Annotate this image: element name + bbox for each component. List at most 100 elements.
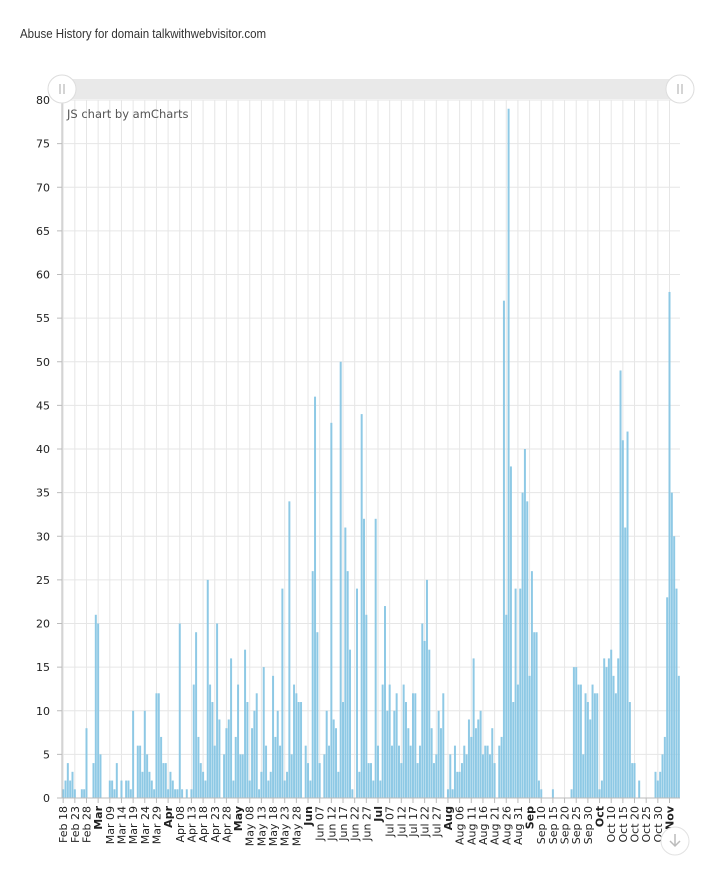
bar[interactable] [472,658,475,798]
chart-scrollbar[interactable] [47,74,695,104]
bar[interactable] [614,693,617,798]
bar[interactable] [195,632,198,798]
bar[interactable] [432,763,435,798]
bar[interactable] [423,640,426,798]
bar[interactable] [211,702,214,798]
bar[interactable] [239,754,242,798]
bar[interactable] [197,736,200,798]
bar[interactable] [216,623,219,799]
bar[interactable] [388,684,391,798]
bar[interactable] [402,684,405,798]
bar[interactable] [178,623,181,799]
bar[interactable] [155,693,158,798]
bar[interactable] [300,702,303,798]
bar[interactable] [530,571,533,798]
bar[interactable] [551,789,554,798]
bar[interactable] [360,414,363,798]
bar[interactable] [673,536,676,798]
bar[interactable] [428,649,431,798]
bar[interactable] [537,780,540,798]
bar[interactable] [670,492,673,798]
bar[interactable] [621,440,624,798]
bar[interactable] [484,745,487,798]
bar[interactable] [367,763,370,798]
bar[interactable] [337,771,340,798]
bar[interactable] [139,745,142,798]
bar[interactable] [94,614,97,798]
bar[interactable] [251,728,254,798]
bar[interactable] [451,789,454,798]
bar[interactable] [167,789,170,798]
bar[interactable] [230,658,233,798]
bar[interactable] [143,710,146,798]
bar[interactable] [288,501,291,798]
bar[interactable] [397,745,400,798]
bar[interactable] [481,754,484,798]
bar[interactable] [351,789,354,798]
bar[interactable] [425,579,428,798]
bar[interactable] [628,702,631,798]
bar[interactable] [199,763,202,798]
bar[interactable] [339,361,342,798]
bar[interactable] [344,527,347,798]
bar[interactable] [120,780,123,798]
scrollbar-grip-left[interactable] [47,74,77,104]
bar[interactable] [453,745,456,798]
bar[interactable] [509,466,512,798]
bar[interactable] [164,763,167,798]
bar[interactable] [411,693,414,798]
bar[interactable] [279,745,282,798]
bar[interactable] [113,789,116,798]
bar[interactable] [190,789,193,798]
bar[interactable] [600,780,603,798]
bar[interactable] [374,518,377,798]
bar[interactable] [129,789,132,798]
bar[interactable] [223,754,226,798]
bar[interactable] [255,693,258,798]
bar[interactable] [160,736,163,798]
bar[interactable] [605,667,608,798]
bar[interactable] [386,710,389,798]
bar[interactable] [192,684,195,798]
bar[interactable] [258,789,261,798]
bar[interactable] [297,702,300,798]
bar[interactable] [71,771,74,798]
bar[interactable] [174,789,177,798]
bar[interactable] [265,745,268,798]
bar[interactable] [153,789,156,798]
bar[interactable] [439,728,442,798]
bar[interactable] [335,728,338,798]
bar[interactable] [493,763,496,798]
bar[interactable] [185,789,188,798]
bar[interactable] [591,684,594,798]
bar[interactable] [488,754,491,798]
bar[interactable] [579,684,582,798]
bar[interactable] [162,763,165,798]
bar[interactable] [241,754,244,798]
bar[interactable] [421,623,424,799]
bar[interactable] [332,719,335,798]
bar[interactable] [307,763,310,798]
bar[interactable] [393,710,396,798]
bar[interactable] [97,623,100,799]
bar[interactable] [521,492,524,798]
bar[interactable] [99,754,102,798]
bar[interactable] [626,431,629,798]
bar[interactable] [80,789,83,798]
bar[interactable] [663,736,666,798]
bar[interactable] [603,658,606,798]
bar[interactable] [370,763,372,798]
bar[interactable] [176,789,179,798]
bar[interactable] [404,702,407,798]
bar[interactable] [325,710,328,798]
bar[interactable] [318,763,321,798]
bar[interactable] [132,710,135,798]
bar[interactable] [435,754,438,798]
bar[interactable] [274,736,277,798]
bar[interactable] [666,597,669,798]
bar[interactable] [467,719,470,798]
bar[interactable] [610,649,613,798]
bar[interactable] [111,780,114,798]
bar[interactable] [593,693,596,798]
bar[interactable] [146,754,149,798]
